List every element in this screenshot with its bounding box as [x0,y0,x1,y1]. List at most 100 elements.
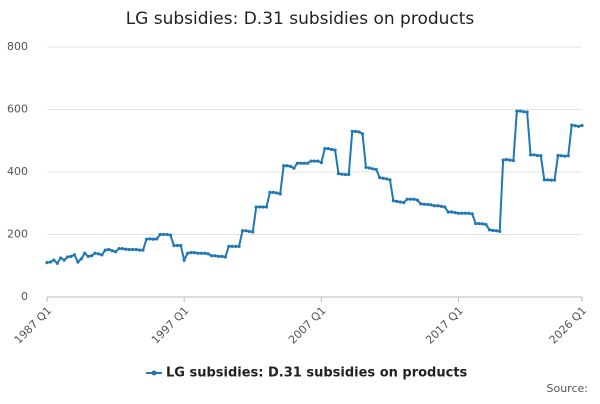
marker [168,233,173,237]
marker [556,153,560,158]
marker [59,256,63,260]
marker [364,165,368,169]
marker [172,243,176,248]
marker [89,254,94,258]
marker [498,229,502,233]
marker [206,252,210,256]
marker [542,178,546,182]
marker [261,205,265,209]
marker [100,253,104,257]
marker [576,124,581,128]
marker [491,228,495,233]
marker [203,251,207,255]
marker [182,258,186,262]
marker [93,251,97,255]
x-tick-label: 1997 Q1 [149,304,192,347]
marker [186,251,190,255]
marker [384,177,389,181]
y-tick-label: 400 [7,165,28,178]
marker [573,124,577,128]
marker [137,248,142,252]
marker [131,247,135,252]
marker [326,146,330,151]
marker [518,109,522,113]
y-tick-label: 600 [7,103,28,116]
marker [155,237,159,241]
marker [216,254,221,258]
marker [244,229,248,233]
marker [330,147,334,152]
marker [539,154,543,158]
marker [189,251,193,255]
marker [83,251,87,255]
marker [65,255,70,259]
marker [124,247,128,251]
marker [350,129,354,133]
legend-marker [151,370,157,376]
marker [79,257,83,261]
marker [103,248,107,252]
marker [381,176,385,180]
marker [192,251,197,255]
marker [436,204,440,208]
marker [52,258,56,262]
marker [258,205,262,209]
marker [144,237,149,241]
marker [367,166,371,170]
marker [110,249,114,253]
marker [546,178,550,182]
marker [422,202,426,206]
marker [306,161,310,165]
marker [515,109,519,113]
marker [504,157,509,162]
marker [439,204,443,208]
marker [398,200,402,204]
marker [199,251,203,255]
marker [463,211,467,215]
marker [552,178,557,182]
marker [522,110,526,114]
marker [419,202,423,206]
marker [450,210,454,214]
marker [210,254,214,258]
marker [175,243,179,248]
marker [453,211,457,215]
marker [278,192,282,196]
marker [443,205,447,209]
marker [62,258,66,262]
marker [528,153,533,157]
marker [412,197,416,201]
marker [446,210,450,214]
marker [570,123,574,127]
marker [535,153,540,158]
marker [275,191,279,195]
marker [237,244,241,248]
marker [477,221,481,226]
marker [271,190,275,194]
x-tick-label: 2026 Q1 [547,304,590,347]
marker [240,229,245,233]
marker [357,130,361,134]
marker [72,253,77,257]
marker [55,261,59,265]
marker [213,254,217,258]
marker [405,197,409,201]
marker [470,212,474,216]
marker [268,190,272,194]
marker [165,232,169,237]
marker [264,205,269,209]
marker [511,158,516,163]
marker [282,164,286,168]
marker [162,232,166,237]
marker [480,222,485,226]
marker [151,237,155,241]
marker [402,201,406,205]
marker [559,154,564,158]
marker [179,243,183,248]
marker [285,164,289,168]
marker [288,164,293,168]
x-tick-label: 1987 Q1 [12,304,55,347]
marker [484,222,488,227]
marker [432,204,437,208]
